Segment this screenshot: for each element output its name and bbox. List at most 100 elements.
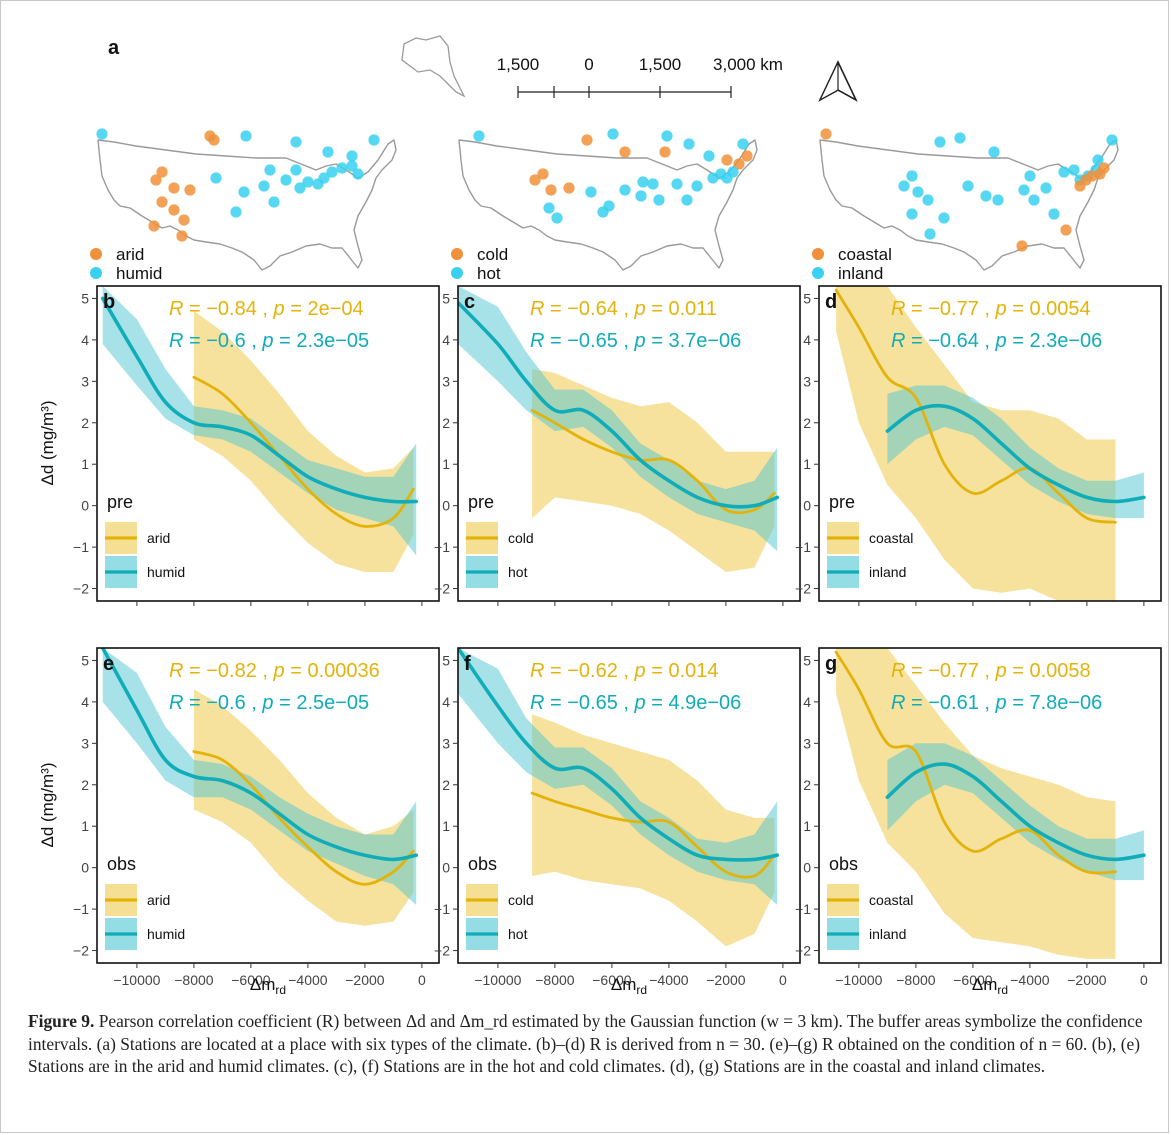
chart-panel-d: −2 −1 0 1 2 3 4 5 d R = −0.77 , p = 0.0054 R = −0.… [795,285,1162,606]
station-dot [148,220,160,232]
panel-tag: obs [107,854,136,874]
panel-letter-f: f [464,653,471,675]
confidence-band-hot [458,648,778,905]
stat-annotation-inland: R = −0.64 , p = 2.3e−06 [891,330,1102,352]
station-dot [1060,224,1072,236]
confidence-band-humid [102,648,417,905]
station-dot [691,180,703,192]
stat-annotation-arid: R = −0.82 , p = 0.00036 [169,660,380,682]
y-tick-label: 5 [81,652,89,668]
x-tick-label: −8000 [896,972,936,988]
us-outline [819,139,1119,271]
station-dot [922,194,934,206]
legend-dot-b [90,267,102,279]
plot-area [458,286,779,572]
legend-label-cold: cold [508,892,534,908]
y-tick-label: −2 [795,581,811,597]
station-dot [156,166,168,178]
x-tick-label: −10000 [835,972,882,988]
x-tick-label: −2000 [345,972,385,988]
y-tick-label: 4 [803,332,811,348]
y-tick-label: 5 [442,652,450,668]
y-tick-label: 1 [803,456,811,472]
legend-label-hot: hot [508,564,528,580]
y-tick-label: 5 [803,290,811,306]
station-dot [294,182,306,194]
series-line-hot [458,300,779,509]
station-dot [240,130,252,142]
y-tick-label: −1 [434,539,450,555]
y-tick-label: 2 [442,415,450,431]
station-dot [906,208,918,220]
chart-panel-f: −2 −1 0 1 2 3 4 5 −10000 −8000 −6000 −4000 −2000 0 f R … [434,647,801,988]
stat-annotation-hot: R = −0.65 , p = 4.9e−06 [530,692,741,714]
y-tick-label: 1 [81,456,89,472]
station-dot [96,128,108,140]
plot-area [834,648,1146,959]
station-dot [1018,184,1030,196]
y-tick-label: 4 [442,332,450,348]
y-tick-label: 1 [442,818,450,834]
y-tick-label: −1 [73,539,89,555]
y-tick-label: 2 [803,415,811,431]
station-dot [352,168,364,180]
y-tick-label: 0 [81,860,89,876]
x-tick-label: −10000 [113,972,160,988]
stat-annotation-humid: R = −0.6 , p = 2.5e−05 [169,692,369,714]
y-tick-label: 3 [803,735,811,751]
station-dot [529,174,541,186]
scale-label: 1,500 [497,55,540,74]
map-legend-label-a: cold [477,245,508,264]
series-line-arid [192,750,415,886]
station-dot [230,206,242,218]
station-dot [178,214,190,226]
station-dot [954,132,966,144]
station-dot [1048,208,1060,220]
y-tick-label: −2 [73,943,89,959]
series-line-inland [885,762,1146,862]
station-dot [1058,166,1070,178]
panel-border [818,647,1162,964]
panel-tag: pre [829,492,855,512]
series-line-inland [885,403,1146,504]
legend-label-humid: humid [147,564,185,580]
panel-letter-a: a [108,37,120,59]
station-dot [346,150,358,162]
station-dot [268,196,280,208]
panel-letter-g: g [825,653,837,675]
stat-annotation-arid: R = −0.84 , p = 2e−04 [169,298,364,320]
y-tick-label: 2 [81,777,89,793]
y-tick-label: 3 [442,373,450,389]
y-tick-label: 1 [803,818,811,834]
y-tick-label: −2 [434,943,450,959]
x-tick-label: −4000 [288,972,328,988]
station-dot [597,206,609,218]
x-axis-title: Δmrd [250,975,286,997]
y-tick-label: 3 [81,735,89,751]
legend-label-inland: inland [869,564,906,580]
station-dot [820,128,832,140]
y-tick-label: 4 [442,694,450,710]
legend-label-coastal: coastal [869,530,913,546]
y-tick-label: −1 [434,901,450,917]
station-dot [619,146,631,158]
station-dot [168,182,180,194]
series-line-humid [100,648,418,862]
y-tick-label: 4 [81,332,89,348]
confidence-band-arid [193,689,414,926]
y-tick-label: 1 [81,818,89,834]
station-dot [302,176,314,188]
y-axis-title: Δd (mg/m³) [38,400,57,485]
y-tick-label: −1 [795,901,811,917]
station-dot [290,164,302,176]
station-dot [906,170,918,182]
scale-label: 1,500 [639,55,682,74]
scale-label: 0 [584,55,593,74]
station-dot [563,182,575,194]
panel-border [96,285,440,602]
station-dot [1028,194,1040,206]
y-tick-label: 3 [442,735,450,751]
station-dot [551,212,563,224]
y-tick-label: 2 [442,777,450,793]
